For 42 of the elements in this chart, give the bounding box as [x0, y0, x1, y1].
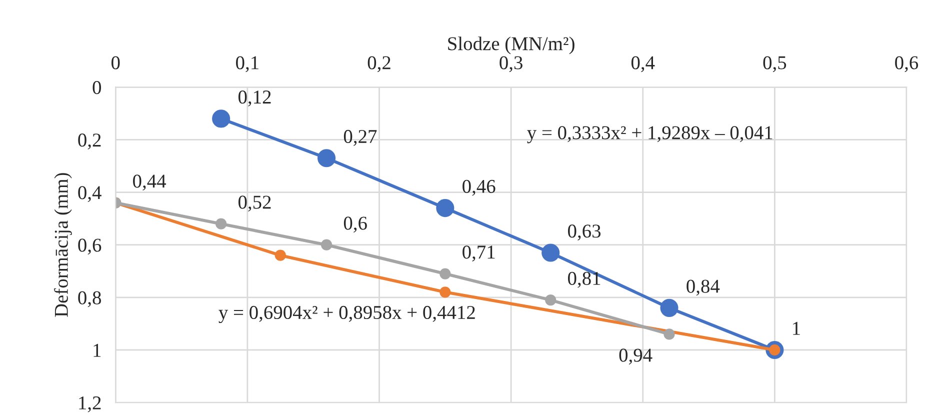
point [216, 218, 227, 230]
data-label: 0,52 [238, 196, 271, 212]
data-label: 0,84 [686, 280, 720, 296]
point [542, 244, 560, 262]
y-tick-label: 0,4 [78, 186, 102, 202]
data-label: 0,12 [238, 90, 271, 106]
y-tick-label: 0,6 [78, 238, 102, 255]
point [440, 268, 451, 280]
data-label: 0,71 [462, 246, 495, 262]
y-axis-title: Deformācija (mm) [54, 173, 72, 317]
data-label: 0,81 [568, 272, 600, 288]
x-axis-title: Slodze (MN/m²) [448, 36, 574, 54]
data-label: 0,27 [344, 130, 377, 146]
y-tick-label: 0,8 [78, 291, 101, 308]
y-tick-label: 0,2 [78, 134, 101, 150]
data-label: 0,94 [619, 348, 652, 365]
point [317, 149, 336, 168]
x-tick-label: 0,2 [368, 56, 390, 72]
x-tick-label: 0,3 [500, 56, 522, 72]
data-label: 0,63 [568, 224, 601, 240]
data-label: 0,44 [133, 174, 166, 191]
point [274, 250, 286, 261]
data-label: 0,6 [344, 216, 367, 233]
annotation: y = 0,6904x² + 0,8958x + 0,4412 [218, 306, 475, 324]
point [440, 286, 451, 298]
point [436, 199, 454, 218]
data-label: 1 [793, 322, 800, 335]
y-tick-label: 1 [94, 344, 101, 357]
y-tick-label: 1,2 [79, 396, 101, 412]
x-tick-label: 0,5 [763, 56, 786, 72]
annotation: y = 0,3333x² + 1,9289x – 0,041 [527, 126, 772, 144]
point [545, 294, 556, 306]
data-label: 0,46 [462, 180, 496, 196]
x-tick-label: 0,4 [631, 56, 655, 72]
point [212, 110, 230, 128]
y-tick-label: 0 [92, 80, 101, 94]
x-tick-label: 0,6 [895, 56, 918, 72]
point [320, 239, 332, 250]
x-tick-label: 0 [112, 56, 120, 70]
point [660, 298, 678, 317]
x-tick-label: 0,1 [236, 56, 258, 72]
point [664, 328, 675, 340]
